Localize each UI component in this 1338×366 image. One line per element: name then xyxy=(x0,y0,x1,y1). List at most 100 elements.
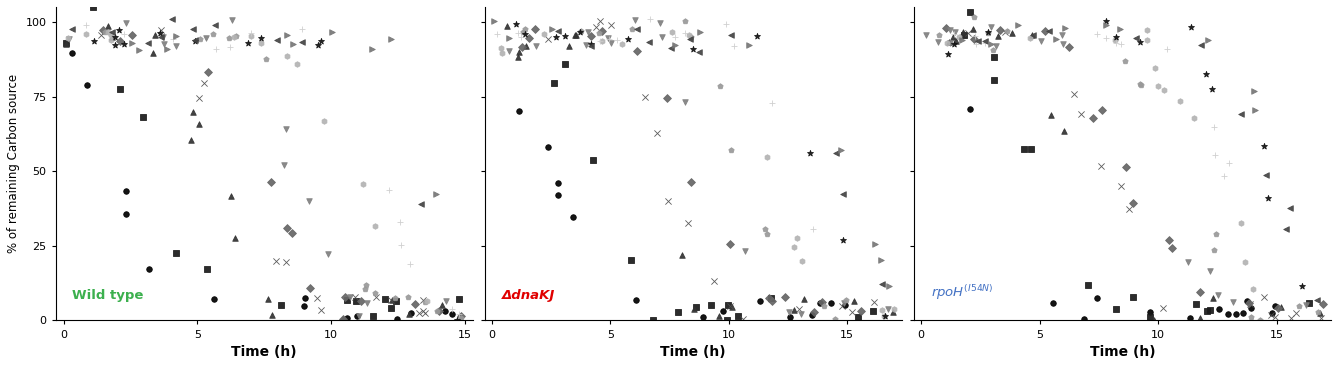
Point xyxy=(1139,309,1160,315)
Point xyxy=(195,266,217,272)
Point xyxy=(365,295,387,300)
Point xyxy=(334,295,356,300)
Point xyxy=(847,314,868,320)
Point xyxy=(100,37,122,43)
Point xyxy=(951,37,973,43)
Point xyxy=(761,295,783,300)
Point xyxy=(115,20,136,26)
Point xyxy=(189,95,210,101)
Point xyxy=(1094,19,1116,25)
Point xyxy=(672,252,693,258)
Point xyxy=(349,298,371,303)
Point xyxy=(258,296,280,302)
Point xyxy=(685,304,706,310)
Point xyxy=(937,40,958,46)
Point xyxy=(947,34,969,40)
Point xyxy=(1144,318,1165,324)
Point xyxy=(824,317,846,322)
Point xyxy=(250,40,272,45)
Point xyxy=(1116,164,1137,170)
Point xyxy=(716,20,737,26)
Point xyxy=(337,315,359,321)
Point xyxy=(534,31,555,37)
Point xyxy=(62,50,83,56)
Point xyxy=(1196,308,1218,314)
Point xyxy=(380,297,401,303)
Point xyxy=(286,61,308,67)
Point xyxy=(562,214,583,220)
Point xyxy=(511,44,533,49)
Point xyxy=(491,50,512,56)
Point xyxy=(1223,299,1244,305)
Point xyxy=(720,32,741,38)
Point xyxy=(508,109,530,115)
Point xyxy=(543,81,565,86)
Point xyxy=(957,30,978,36)
Point xyxy=(1191,42,1212,48)
Point xyxy=(871,307,892,313)
Point xyxy=(138,266,159,272)
Point xyxy=(518,36,539,41)
Point xyxy=(761,298,783,304)
Point xyxy=(223,34,245,40)
Point xyxy=(963,36,985,42)
Point xyxy=(820,300,842,306)
Point xyxy=(415,299,436,305)
Point xyxy=(115,188,136,194)
Point xyxy=(1252,143,1274,149)
Point xyxy=(783,307,804,313)
Point xyxy=(241,33,262,39)
Point xyxy=(276,32,297,38)
Point xyxy=(938,40,959,45)
Point xyxy=(1298,300,1319,306)
Point xyxy=(355,286,376,292)
Point xyxy=(266,37,288,42)
Point xyxy=(1288,303,1310,309)
Point xyxy=(446,318,467,324)
Point xyxy=(75,23,96,29)
Point xyxy=(142,51,163,56)
Point xyxy=(831,147,852,153)
Point xyxy=(1179,315,1200,321)
Point xyxy=(1204,124,1226,130)
Point xyxy=(965,41,986,47)
Point xyxy=(787,235,808,240)
Point xyxy=(1077,282,1098,288)
Point xyxy=(96,23,118,29)
Point xyxy=(114,41,135,47)
Point xyxy=(182,109,203,115)
Point xyxy=(1199,268,1220,274)
Point xyxy=(1022,31,1044,37)
Point xyxy=(486,31,507,37)
Point xyxy=(431,302,452,308)
Point xyxy=(1214,173,1235,179)
Point xyxy=(959,106,981,112)
Point xyxy=(512,30,534,36)
Point xyxy=(617,36,638,42)
Point xyxy=(582,157,603,163)
Point xyxy=(218,35,240,41)
Point xyxy=(1271,304,1293,310)
Point xyxy=(221,18,242,23)
Point xyxy=(150,34,171,40)
Point xyxy=(1153,87,1175,93)
Point xyxy=(713,308,735,314)
Point xyxy=(58,35,79,41)
Point xyxy=(879,283,900,289)
Point xyxy=(1183,115,1204,121)
Point xyxy=(541,26,562,31)
Point xyxy=(442,311,463,317)
Point xyxy=(364,223,385,229)
Point xyxy=(1086,295,1108,301)
Point xyxy=(977,29,998,35)
Point xyxy=(626,297,648,303)
Point xyxy=(749,299,771,305)
Point xyxy=(719,303,740,309)
Point xyxy=(206,46,227,52)
Point xyxy=(689,49,710,55)
Point xyxy=(100,34,122,40)
Point xyxy=(241,30,262,36)
Point xyxy=(601,40,622,46)
Point xyxy=(1177,259,1199,265)
Point xyxy=(195,35,217,41)
